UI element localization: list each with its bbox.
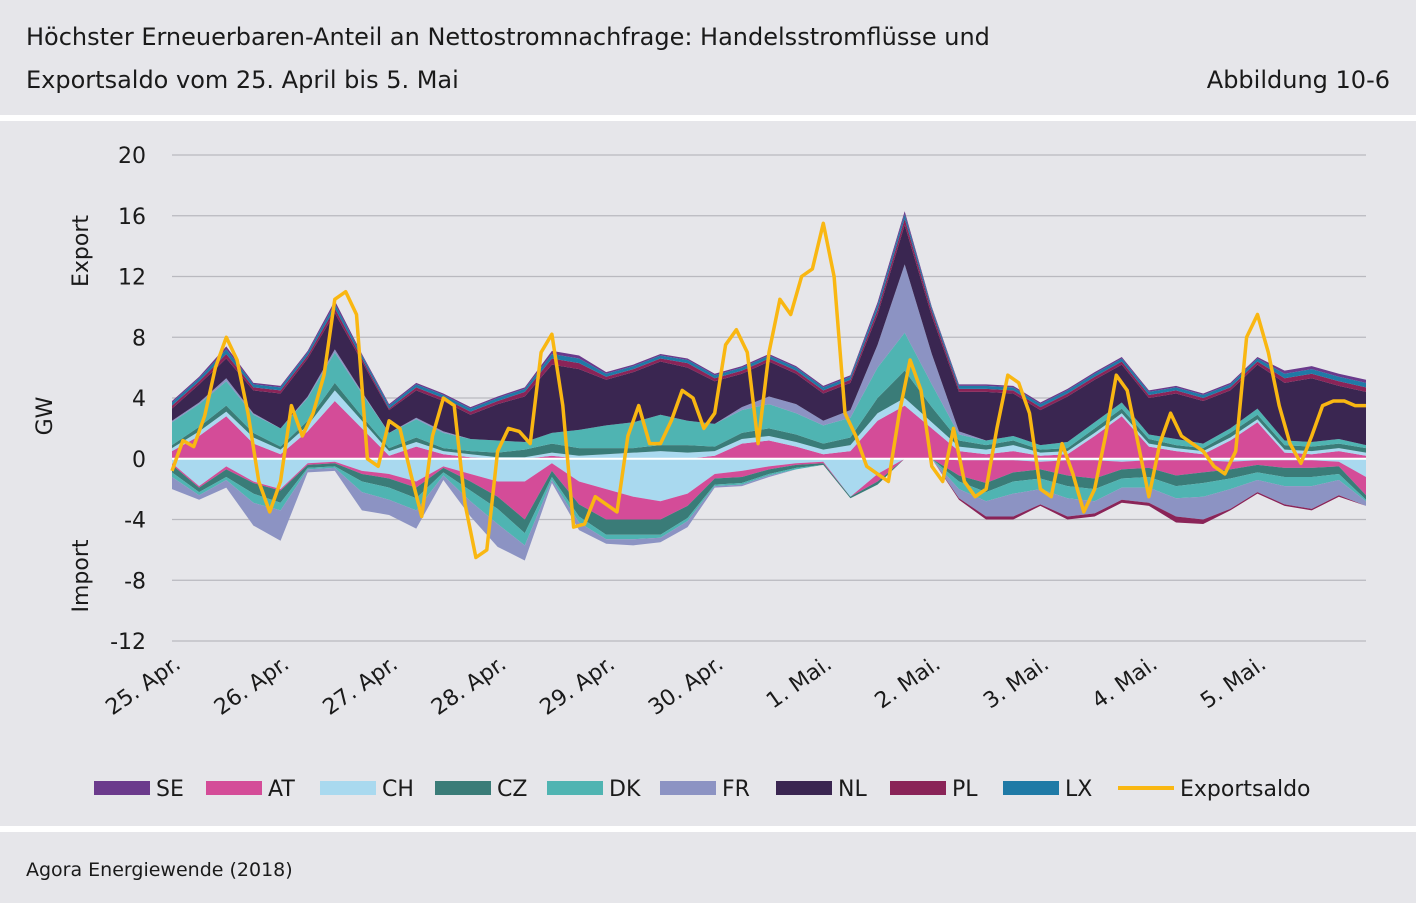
- legend-swatch-se: [94, 781, 150, 795]
- legend-label-lx: LX: [1065, 777, 1092, 802]
- header-divider: [0, 115, 1416, 121]
- chart-svg: 20 16 12 8 4 0 -4 -8 -12 Export GW Import 25. Ap…: [33, 144, 1366, 802]
- x-tick-label: 27. Apr.: [319, 651, 403, 720]
- chart-title-line-2: Exportsaldo vom 25. April bis 5. Mai: [26, 66, 459, 94]
- legend-swatch-at: [206, 781, 262, 795]
- y-tick-label: 4: [132, 387, 146, 412]
- legend-swatch-lx: [1003, 781, 1059, 795]
- legend-swatch-fr: [660, 781, 716, 795]
- legend-label-at: AT: [268, 777, 295, 802]
- export-area-at: [172, 401, 1366, 459]
- x-tick-label: 2. Mai.: [871, 651, 946, 714]
- legend-label-cz: CZ: [497, 777, 527, 802]
- y-label-export: Export: [69, 215, 94, 287]
- x-tick-label: 29. Apr.: [536, 651, 620, 720]
- y-axis-label: GW: [33, 396, 58, 435]
- legend-swatch-cz: [435, 781, 491, 795]
- footer-divider: [0, 826, 1416, 832]
- legend: SE AT CH CZ DK FR NL PL LX Exportsaldo: [94, 777, 1311, 802]
- import-area-cz: [172, 458, 1366, 535]
- exportsaldo-line: [170, 221, 1366, 560]
- y-tick-label: -12: [110, 630, 146, 655]
- y-tick-label: 20: [118, 144, 146, 169]
- legend-label-fr: FR: [722, 777, 750, 802]
- import-area-at: [172, 458, 1366, 520]
- x-tick-label: 4. Mai.: [1088, 651, 1163, 714]
- x-tick-label: 3. Mai.: [979, 651, 1054, 714]
- legend-label-exportsaldo: Exportsaldo: [1180, 777, 1311, 802]
- x-tick-label: 5. Mai.: [1196, 651, 1271, 714]
- x-tick-label: 30. Apr.: [644, 651, 728, 720]
- x-tick-label: 25. Apr.: [101, 651, 185, 720]
- legend-label-se: SE: [156, 777, 184, 802]
- legend-swatch-dk: [547, 781, 603, 795]
- legend-label-pl: PL: [952, 777, 978, 802]
- chart-title-line-1: Höchster Erneuerbaren-Anteil an Nettostr…: [26, 23, 990, 51]
- y-tick-label: 0: [132, 448, 146, 473]
- legend-label-ch: CH: [382, 777, 414, 802]
- legend-swatch-ch: [320, 781, 376, 795]
- y-tick-label: 8: [132, 326, 146, 351]
- y-tick-label: -8: [124, 569, 146, 594]
- import-area-dk: [172, 458, 1366, 546]
- y-tick-label: 12: [118, 266, 146, 291]
- figure-number: Abbildung 10-6: [1206, 66, 1390, 94]
- x-tick-label: 28. Apr.: [427, 651, 511, 720]
- legend-swatch-nl: [776, 781, 832, 795]
- import-area-ch: [172, 458, 1366, 502]
- x-tick-label: 1. Mai.: [762, 651, 837, 714]
- y-label-import: Import: [69, 539, 94, 612]
- legend-swatch-pl: [890, 781, 946, 795]
- source-note: Agora Energiewende (2018): [26, 859, 293, 881]
- stacked-areas: [172, 211, 1366, 561]
- x-tick-labels: 25. Apr. 26. Apr. 27. Apr. 28. Apr. 29. Apr.…: [101, 651, 1270, 720]
- import-area-fr: [172, 458, 1366, 561]
- legend-label-nl: NL: [838, 777, 867, 802]
- y-tick-label: -4: [124, 509, 146, 534]
- legend-label-dk: DK: [609, 777, 641, 802]
- x-tick-label: 26. Apr.: [210, 651, 294, 720]
- y-tick-labels: 20 16 12 8 4 0 -4 -8 -12: [110, 144, 146, 655]
- y-tick-label: 16: [118, 205, 146, 230]
